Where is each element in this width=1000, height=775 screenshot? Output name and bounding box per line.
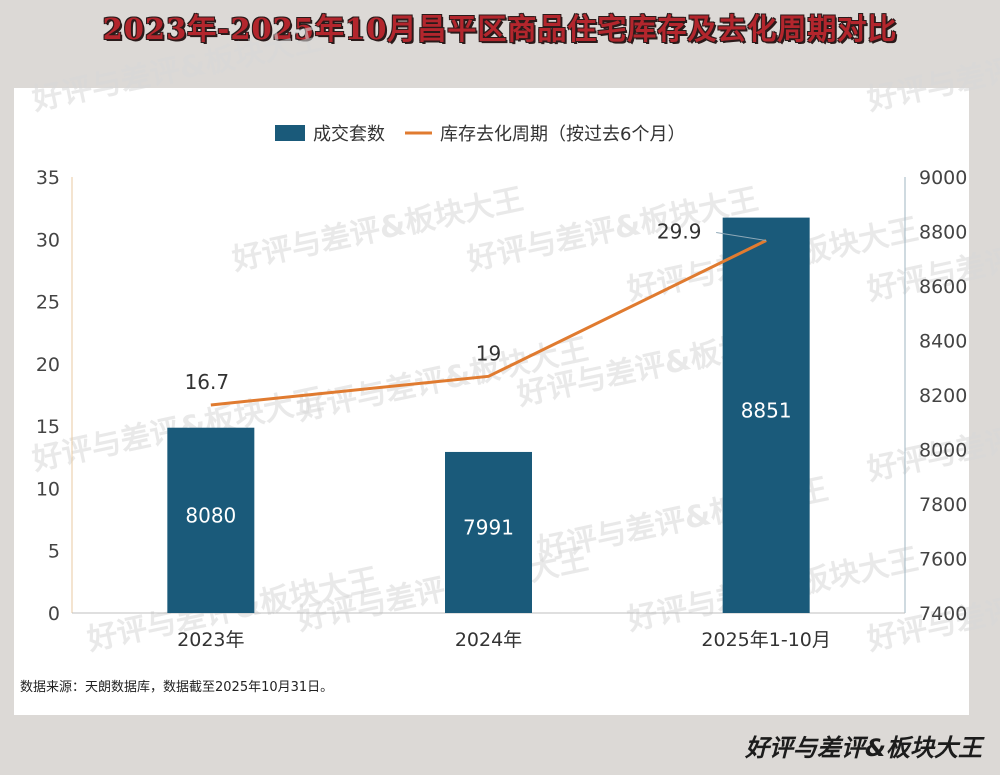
right-tick-label: 7400 xyxy=(919,603,967,625)
right-tick-label: 8000 xyxy=(919,440,967,462)
line-series xyxy=(210,239,767,407)
line-data-label: 16.7 xyxy=(185,370,230,394)
source-band xyxy=(14,667,969,715)
bar-data-label: 8080 xyxy=(185,503,236,527)
brand-logo: 好评与差评&板块大王 xyxy=(745,734,982,762)
left-tick-label: 35 xyxy=(36,167,60,189)
bar xyxy=(445,451,532,613)
data-source-note: 数据来源：天朗数据库，数据截至2025年10月31日。 xyxy=(20,680,334,695)
x-tick-label: 2023年 xyxy=(177,629,244,651)
right-tick-label: 7800 xyxy=(919,494,967,516)
left-tick-label: 5 xyxy=(48,541,60,563)
bar xyxy=(167,427,255,613)
right-tick-label: 8200 xyxy=(919,385,967,407)
right-tick-label: 9000 xyxy=(919,167,967,189)
right-tick-label: 8800 xyxy=(919,222,967,244)
left-tick-label: 25 xyxy=(36,292,60,314)
left-tick-label: 30 xyxy=(36,229,60,251)
right-tick-label: 8600 xyxy=(919,276,967,298)
bar-data-label: 8851 xyxy=(741,398,792,422)
left-tick-label: 10 xyxy=(36,478,60,500)
bar-data-label: 7991 xyxy=(463,515,514,539)
bar xyxy=(722,217,810,614)
x-tick-label: 2024年 xyxy=(455,629,522,651)
x-tick-label: 2025年1-10月 xyxy=(701,629,830,651)
left-tick-label: 20 xyxy=(36,354,60,376)
line-label-leader xyxy=(716,232,767,242)
chart-title: 2023年-2025年10月昌平区商品住宅库存及去化周期对比 xyxy=(102,12,898,46)
right-tick-label: 7600 xyxy=(919,549,967,571)
left-tick-label: 0 xyxy=(48,603,60,625)
left-tick-label: 15 xyxy=(36,416,60,438)
legend-swatch-bar xyxy=(275,125,305,141)
watermark-11: 好评与差评&板块大王 xyxy=(863,22,1000,118)
line-data-label: 19 xyxy=(476,341,501,365)
legend-label-bar: 成交套数 xyxy=(313,124,385,145)
line-data-label: 29.9 xyxy=(657,220,702,244)
right-tick-label: 8400 xyxy=(919,331,967,353)
legend-label-line: 库存去化周期（按过去6个月） xyxy=(440,124,685,145)
